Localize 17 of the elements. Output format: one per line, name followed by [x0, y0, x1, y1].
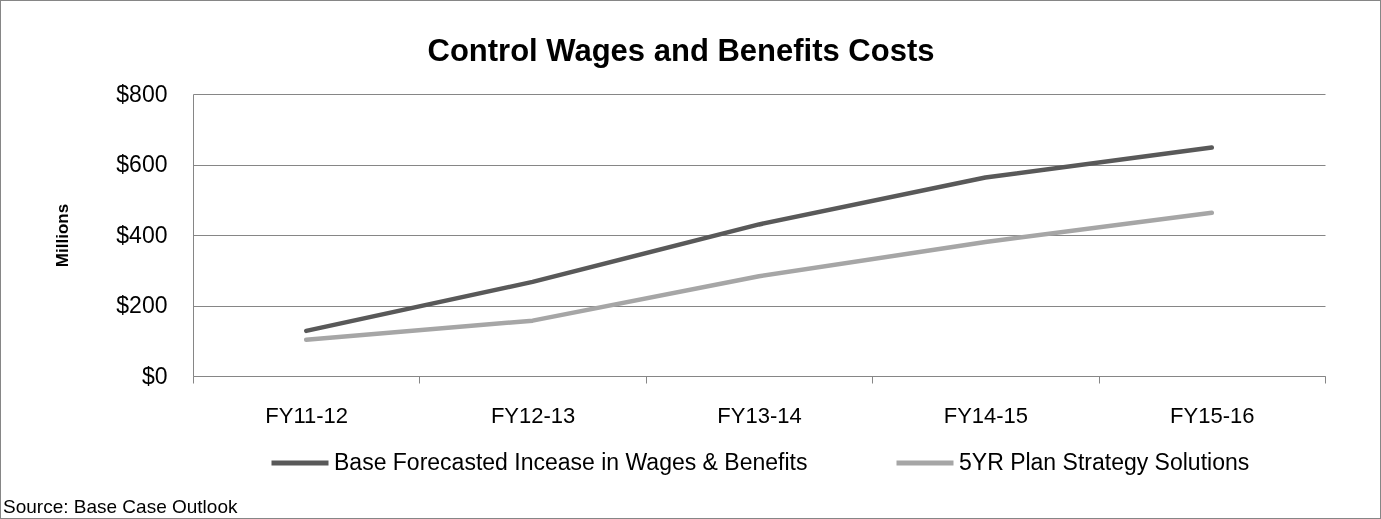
- line-series: [303, 210, 1215, 342]
- line-series: [303, 145, 1215, 334]
- x-tick-label: FY12-13: [490, 402, 576, 428]
- x-tick-label: FY13-14: [717, 402, 802, 428]
- x-tick-label: FY11-12: [265, 402, 349, 428]
- y-tick-label: $0: [141, 362, 168, 389]
- x-tick-label: FY14-15: [943, 402, 1029, 428]
- y-tick-label: $200: [116, 292, 168, 318]
- y-tick-label: $600: [116, 151, 168, 177]
- legend-label: 5YR Plan Strategy Solutions: [959, 449, 1250, 475]
- y-axis-title: Millions: [53, 203, 73, 268]
- x-tick-label: FY15-16: [1170, 402, 1255, 428]
- y-tick-label: $400: [116, 221, 168, 248]
- chart-title: Control Wages and Benefits Costs: [427, 33, 935, 68]
- source-note: Source: Base Case Outlook: [3, 496, 238, 517]
- y-tick-label: $800: [116, 80, 168, 107]
- legend-label: Base Forecasted Incease in Wages & Benefits: [334, 449, 808, 475]
